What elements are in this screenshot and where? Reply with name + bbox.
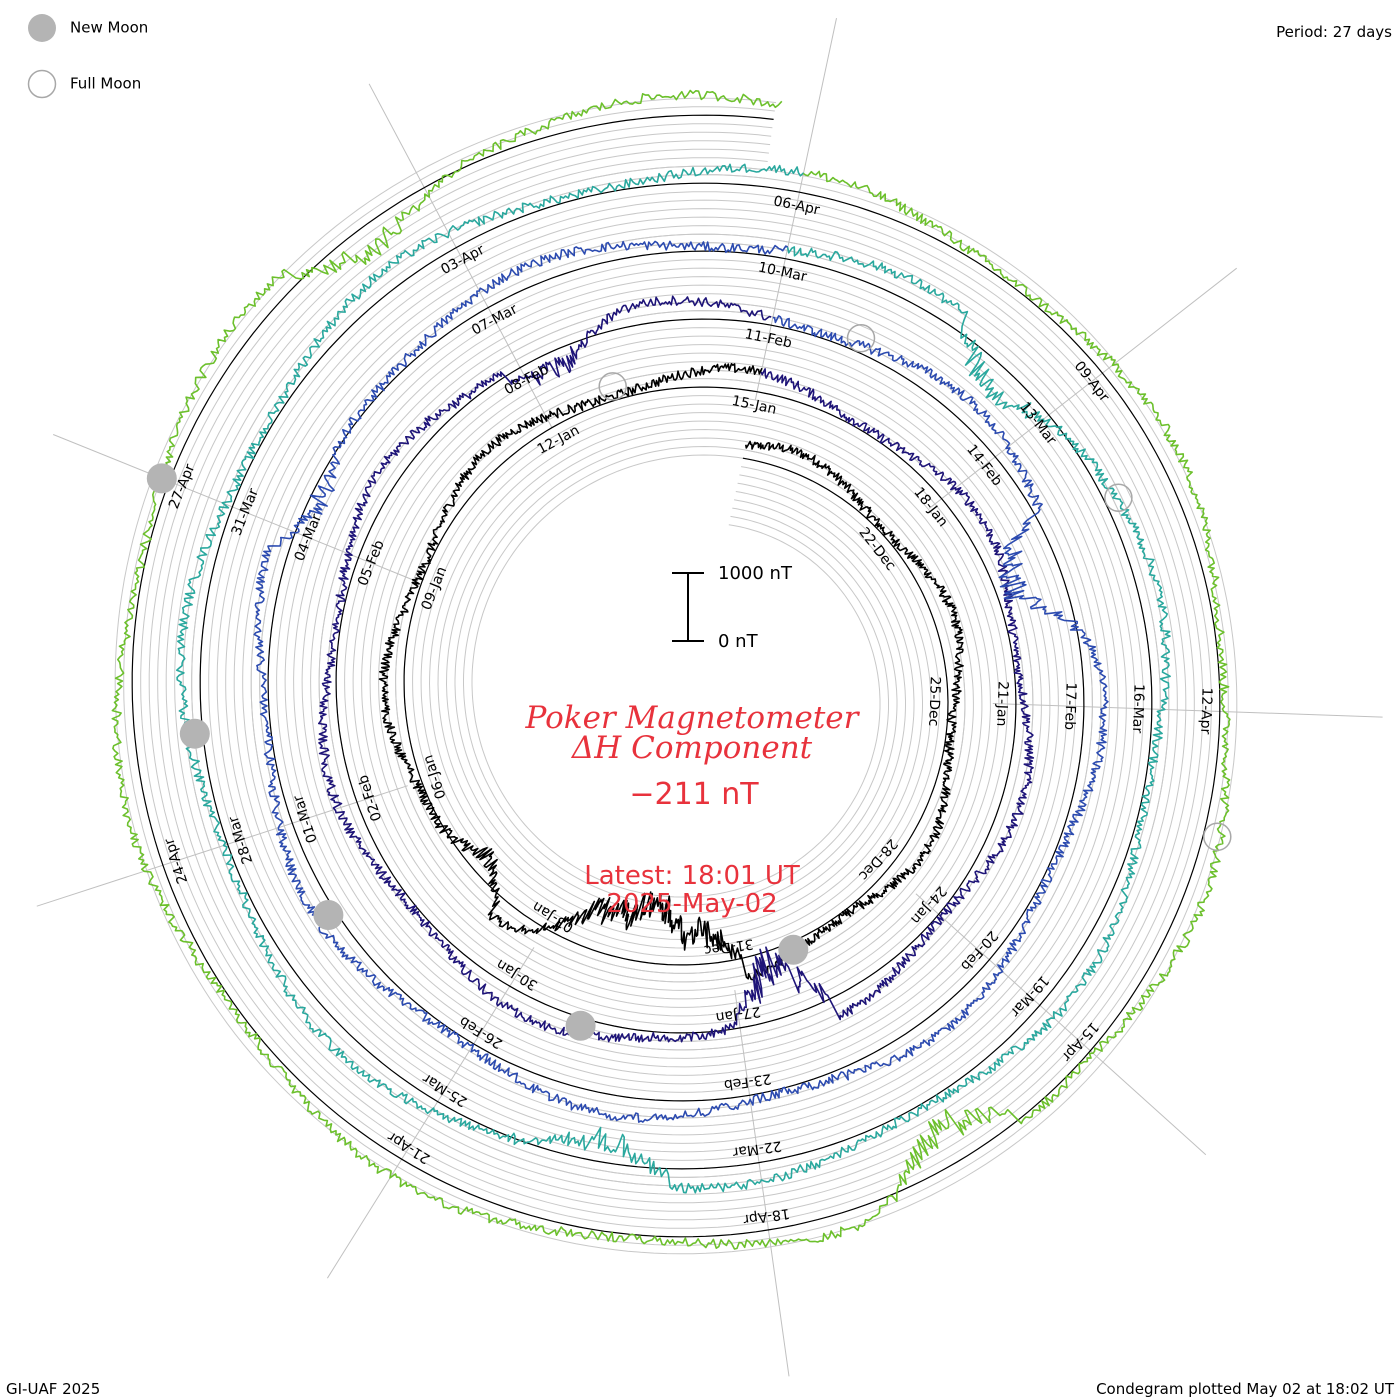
day-spoke xyxy=(915,893,1207,1156)
grid-ring xyxy=(114,97,1238,1255)
scale-bottom-label: 0 nT xyxy=(718,631,759,652)
grid-ring xyxy=(199,182,1153,1170)
scale-bar: 1000 nT 0 nT xyxy=(672,563,793,652)
date-label: 17-Feb xyxy=(1061,682,1079,730)
moon-phase-markers xyxy=(146,323,1232,1041)
new-moon-legend-label: New Moon xyxy=(70,19,148,37)
legend: New Moon Full Moon xyxy=(27,14,148,99)
day-spoke xyxy=(53,434,415,582)
date-label: 22-Mar xyxy=(731,1137,782,1160)
date-label: 18-Apr xyxy=(742,1205,791,1227)
date-label: 31-Mar xyxy=(229,486,262,538)
date-label: 12-Apr xyxy=(1197,687,1215,735)
center-title-block: Poker Magnetometer ΔH Component −211 nT … xyxy=(525,700,861,919)
new-moon-marker xyxy=(313,900,344,930)
period-label: Period: 27 days xyxy=(1276,23,1392,41)
radial-spokes xyxy=(36,17,1383,1377)
date-label: 01-Mar xyxy=(290,793,321,845)
latest-date: 2025-May-02 xyxy=(606,889,777,919)
date-label: 27-Jan xyxy=(715,1003,762,1025)
day-spoke xyxy=(754,17,837,400)
new-moon-marker xyxy=(179,718,210,749)
day-spoke xyxy=(992,703,1383,718)
latest-time: Latest: 18:01 UT xyxy=(584,861,800,891)
full-moon-marker xyxy=(1203,822,1232,852)
full-moon-marker xyxy=(1104,483,1133,512)
trace-rev-2 xyxy=(318,295,1035,1043)
day-spoke xyxy=(36,785,408,907)
baseline-spiral-path xyxy=(131,114,1221,1238)
date-label: 21-Jan xyxy=(993,681,1011,727)
grid-ring xyxy=(140,123,1212,1229)
footer-credit: GI-UAF 2025 xyxy=(6,1380,100,1398)
chart-title: Poker Magnetometer xyxy=(525,700,861,736)
day-spoke xyxy=(734,990,790,1377)
day-spoke xyxy=(929,267,1238,509)
date-label: 12-Jan xyxy=(535,422,582,457)
trace-rev-5 xyxy=(111,89,1231,1250)
new-moon-legend-icon xyxy=(28,14,56,42)
trace-rev-4 xyxy=(176,163,1171,1194)
grid-rings xyxy=(114,97,1238,1255)
date-label: 18-Jan xyxy=(910,485,950,530)
new-moon-marker xyxy=(146,463,177,494)
full-moon-legend-icon xyxy=(27,69,57,99)
date-label: 24-Apr xyxy=(161,836,191,886)
current-value: −211 nT xyxy=(629,777,759,812)
footer-plot-time: Condegram plotted May 02 at 18:02 UT xyxy=(1096,1380,1395,1398)
date-label: 04-Mar xyxy=(292,512,325,564)
new-moon-marker xyxy=(778,934,809,965)
grid-ring xyxy=(165,148,1187,1204)
baseline-spiral xyxy=(131,114,1221,1238)
data-traces xyxy=(111,89,1231,1250)
full-moon-marker xyxy=(598,372,627,401)
date-label: 02-Feb xyxy=(355,773,385,823)
date-label: 23-Feb xyxy=(723,1070,773,1092)
date-label: 25-Dec xyxy=(925,676,943,726)
day-spoke xyxy=(326,947,535,1279)
scale-top-label: 1000 nT xyxy=(718,563,793,584)
grid-ring xyxy=(157,140,1195,1212)
new-moon-marker xyxy=(565,1010,596,1041)
date-label: 16-Mar xyxy=(1129,684,1147,734)
date-label: 05-Feb xyxy=(355,538,388,588)
trace-rev-3 xyxy=(253,240,1109,1123)
chart-subtitle: ΔH Component xyxy=(571,730,813,766)
day-spoke xyxy=(368,83,553,429)
trace-rev-1 xyxy=(378,363,964,981)
date-label: 09-Jan xyxy=(419,565,451,613)
full-moon-legend-label: Full Moon xyxy=(70,75,141,93)
grid-ring xyxy=(174,157,1178,1195)
full-moon-marker xyxy=(846,323,876,353)
grid-ring xyxy=(148,131,1204,1221)
grid-ring xyxy=(123,106,1229,1246)
date-label: 31-Dec xyxy=(703,935,755,958)
